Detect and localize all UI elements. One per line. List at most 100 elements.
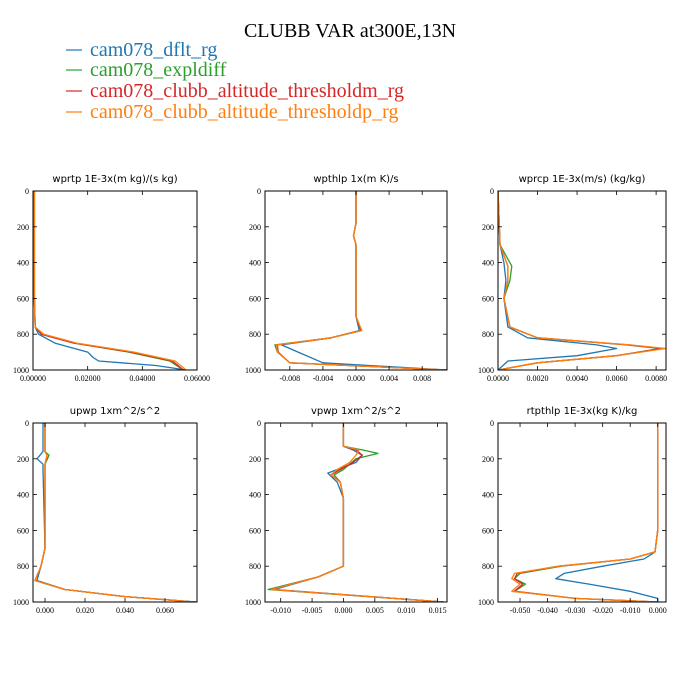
y-tick-label: 1000 (13, 598, 29, 607)
y-tick-label: 1000 (13, 366, 29, 375)
series-line-2 (513, 423, 659, 602)
x-tick-label: 0.015 (429, 606, 447, 615)
y-tick-label: 400 (249, 491, 261, 500)
x-tick-label: -0.040 (537, 606, 558, 615)
y-tick-label: 800 (482, 562, 494, 571)
y-tick-label: 0 (25, 187, 29, 196)
plot-frame (497, 422, 667, 603)
figure-title: CLUBB VAR at300E,13N (244, 20, 456, 42)
y-tick-label: 800 (249, 330, 261, 339)
y-tick-label: 1000 (245, 598, 261, 607)
series-line-1 (498, 191, 618, 370)
y-tick-label: 400 (249, 259, 261, 268)
panel-title: wpthlp 1x(m K)/s (313, 174, 398, 185)
x-tick-label: 0.000 (36, 606, 54, 615)
x-tick-label: 0.005 (366, 606, 384, 615)
panel-title: wprcp 1E-3x(m/s) (kg/kg) (519, 174, 646, 185)
y-tick-label: 0 (257, 419, 261, 428)
plot-frame (497, 190, 667, 371)
y-tick-label: 200 (17, 455, 29, 464)
plot-frame (32, 190, 198, 371)
y-tick-label: 1000 (478, 598, 494, 607)
panel-1: wprtp 1E-3x(m kg)/(s kg) 0 200 400 600 800 100… (13, 174, 210, 383)
panel-2: wpthlp 1x(m K)/s 0 200 400 600 800 1000 -0.008 -… (245, 174, 448, 383)
x-tick-label: 0.004 (380, 374, 398, 383)
panel-3: wprcp 1E-3x(m/s) (kg/kg) 0 200 400 600 800 100… (478, 174, 667, 383)
series-line-3 (513, 423, 659, 602)
legend-label-4: cam078_clubb_altitude_thresholdp_rg (90, 101, 398, 123)
series-line-4 (498, 191, 666, 370)
series-group (34, 423, 197, 602)
series-line-2 (274, 191, 447, 370)
series-line-1 (280, 191, 447, 370)
legend: cam078_dflt_rg cam078_expldiff cam078_cl… (66, 39, 404, 123)
x-tick-label: 0.040 (116, 606, 134, 615)
x-tick-label: 0.0020 (527, 374, 549, 383)
x-tick-label: 0.000 (649, 606, 667, 615)
x-tick-label: 0.010 (397, 606, 415, 615)
legend-label-1: cam078_dflt_rg (90, 39, 217, 61)
panel-title: wprtp 1E-3x(m kg)/(s kg) (52, 174, 177, 185)
series-line-4 (34, 423, 196, 602)
panel-title: rtpthlp 1E-3x(kg K)/kg (527, 406, 638, 417)
series-line-4 (33, 191, 187, 370)
y-tick-label: 400 (17, 259, 29, 268)
legend-label-2: cam078_expldiff (90, 59, 227, 81)
y-tick-label: 400 (17, 491, 29, 500)
x-tick-label: 0.04000 (129, 374, 155, 383)
y-tick-label: 800 (17, 330, 29, 339)
panel-4: upwp 1xm^2/s^2 0 200 400 600 800 1000 0.000 0.02… (13, 406, 198, 615)
y-tick-label: 800 (17, 562, 29, 571)
x-tick-label: -0.005 (302, 606, 323, 615)
plot-frame (264, 422, 448, 603)
x-tick-label: 0.0000 (487, 374, 509, 383)
panel-title: upwp 1xm^2/s^2 (70, 406, 160, 417)
y-tick-label: 600 (249, 526, 261, 535)
y-tick-label: 800 (249, 562, 261, 571)
y-tick-label: 200 (482, 223, 494, 232)
x-tick-label: 0.008 (413, 374, 431, 383)
x-tick-label: 0.0080 (645, 374, 667, 383)
series-group (267, 423, 444, 602)
series-group (511, 423, 659, 602)
series-line-1 (36, 423, 197, 602)
y-tick-label: 0 (257, 187, 261, 196)
x-tick-label: -0.050 (510, 606, 531, 615)
series-line-4 (511, 423, 659, 602)
y-tick-label: 0 (490, 187, 494, 196)
y-tick-label: 200 (17, 223, 29, 232)
series-group (498, 191, 666, 370)
x-tick-label: -0.030 (565, 606, 586, 615)
y-tick-label: 1000 (478, 366, 494, 375)
series-line-2 (34, 423, 196, 602)
y-tick-label: 1000 (245, 366, 261, 375)
series-line-1 (555, 423, 659, 602)
panel-title: vpwp 1xm^2/s^2 (311, 406, 401, 417)
x-tick-label: -0.004 (313, 374, 334, 383)
y-tick-label: 600 (17, 526, 29, 535)
x-tick-label: 0.0060 (606, 374, 628, 383)
plot-frame (32, 422, 198, 603)
x-tick-label: -0.008 (279, 374, 300, 383)
y-tick-label: 400 (482, 259, 494, 268)
y-tick-label: 0 (490, 419, 494, 428)
y-tick-label: 200 (482, 455, 494, 464)
legend-label-3: cam078_clubb_altitude_thresholdm_rg (90, 80, 404, 102)
y-tick-label: 400 (482, 491, 494, 500)
panel-6: rtpthlp 1E-3x(kg K)/kg 0 200 400 600 800 1000 -… (478, 406, 667, 615)
y-tick-label: 800 (482, 330, 494, 339)
series-line-4 (275, 191, 447, 370)
x-tick-label: 0.000 (347, 374, 365, 383)
y-tick-label: 600 (482, 294, 494, 303)
x-tick-label: 0.020 (76, 606, 94, 615)
x-tick-label: -0.010 (270, 606, 291, 615)
series-group (274, 191, 447, 370)
series-line-4 (270, 423, 444, 602)
series-line-1 (33, 191, 187, 370)
y-tick-label: 600 (249, 294, 261, 303)
panel-5: vpwp 1xm^2/s^2 0 200 400 600 800 1000 -0.010 -0.… (245, 406, 448, 615)
x-tick-label: 0.060 (156, 606, 174, 615)
y-tick-label: 200 (249, 223, 261, 232)
x-tick-label: -0.010 (620, 606, 641, 615)
